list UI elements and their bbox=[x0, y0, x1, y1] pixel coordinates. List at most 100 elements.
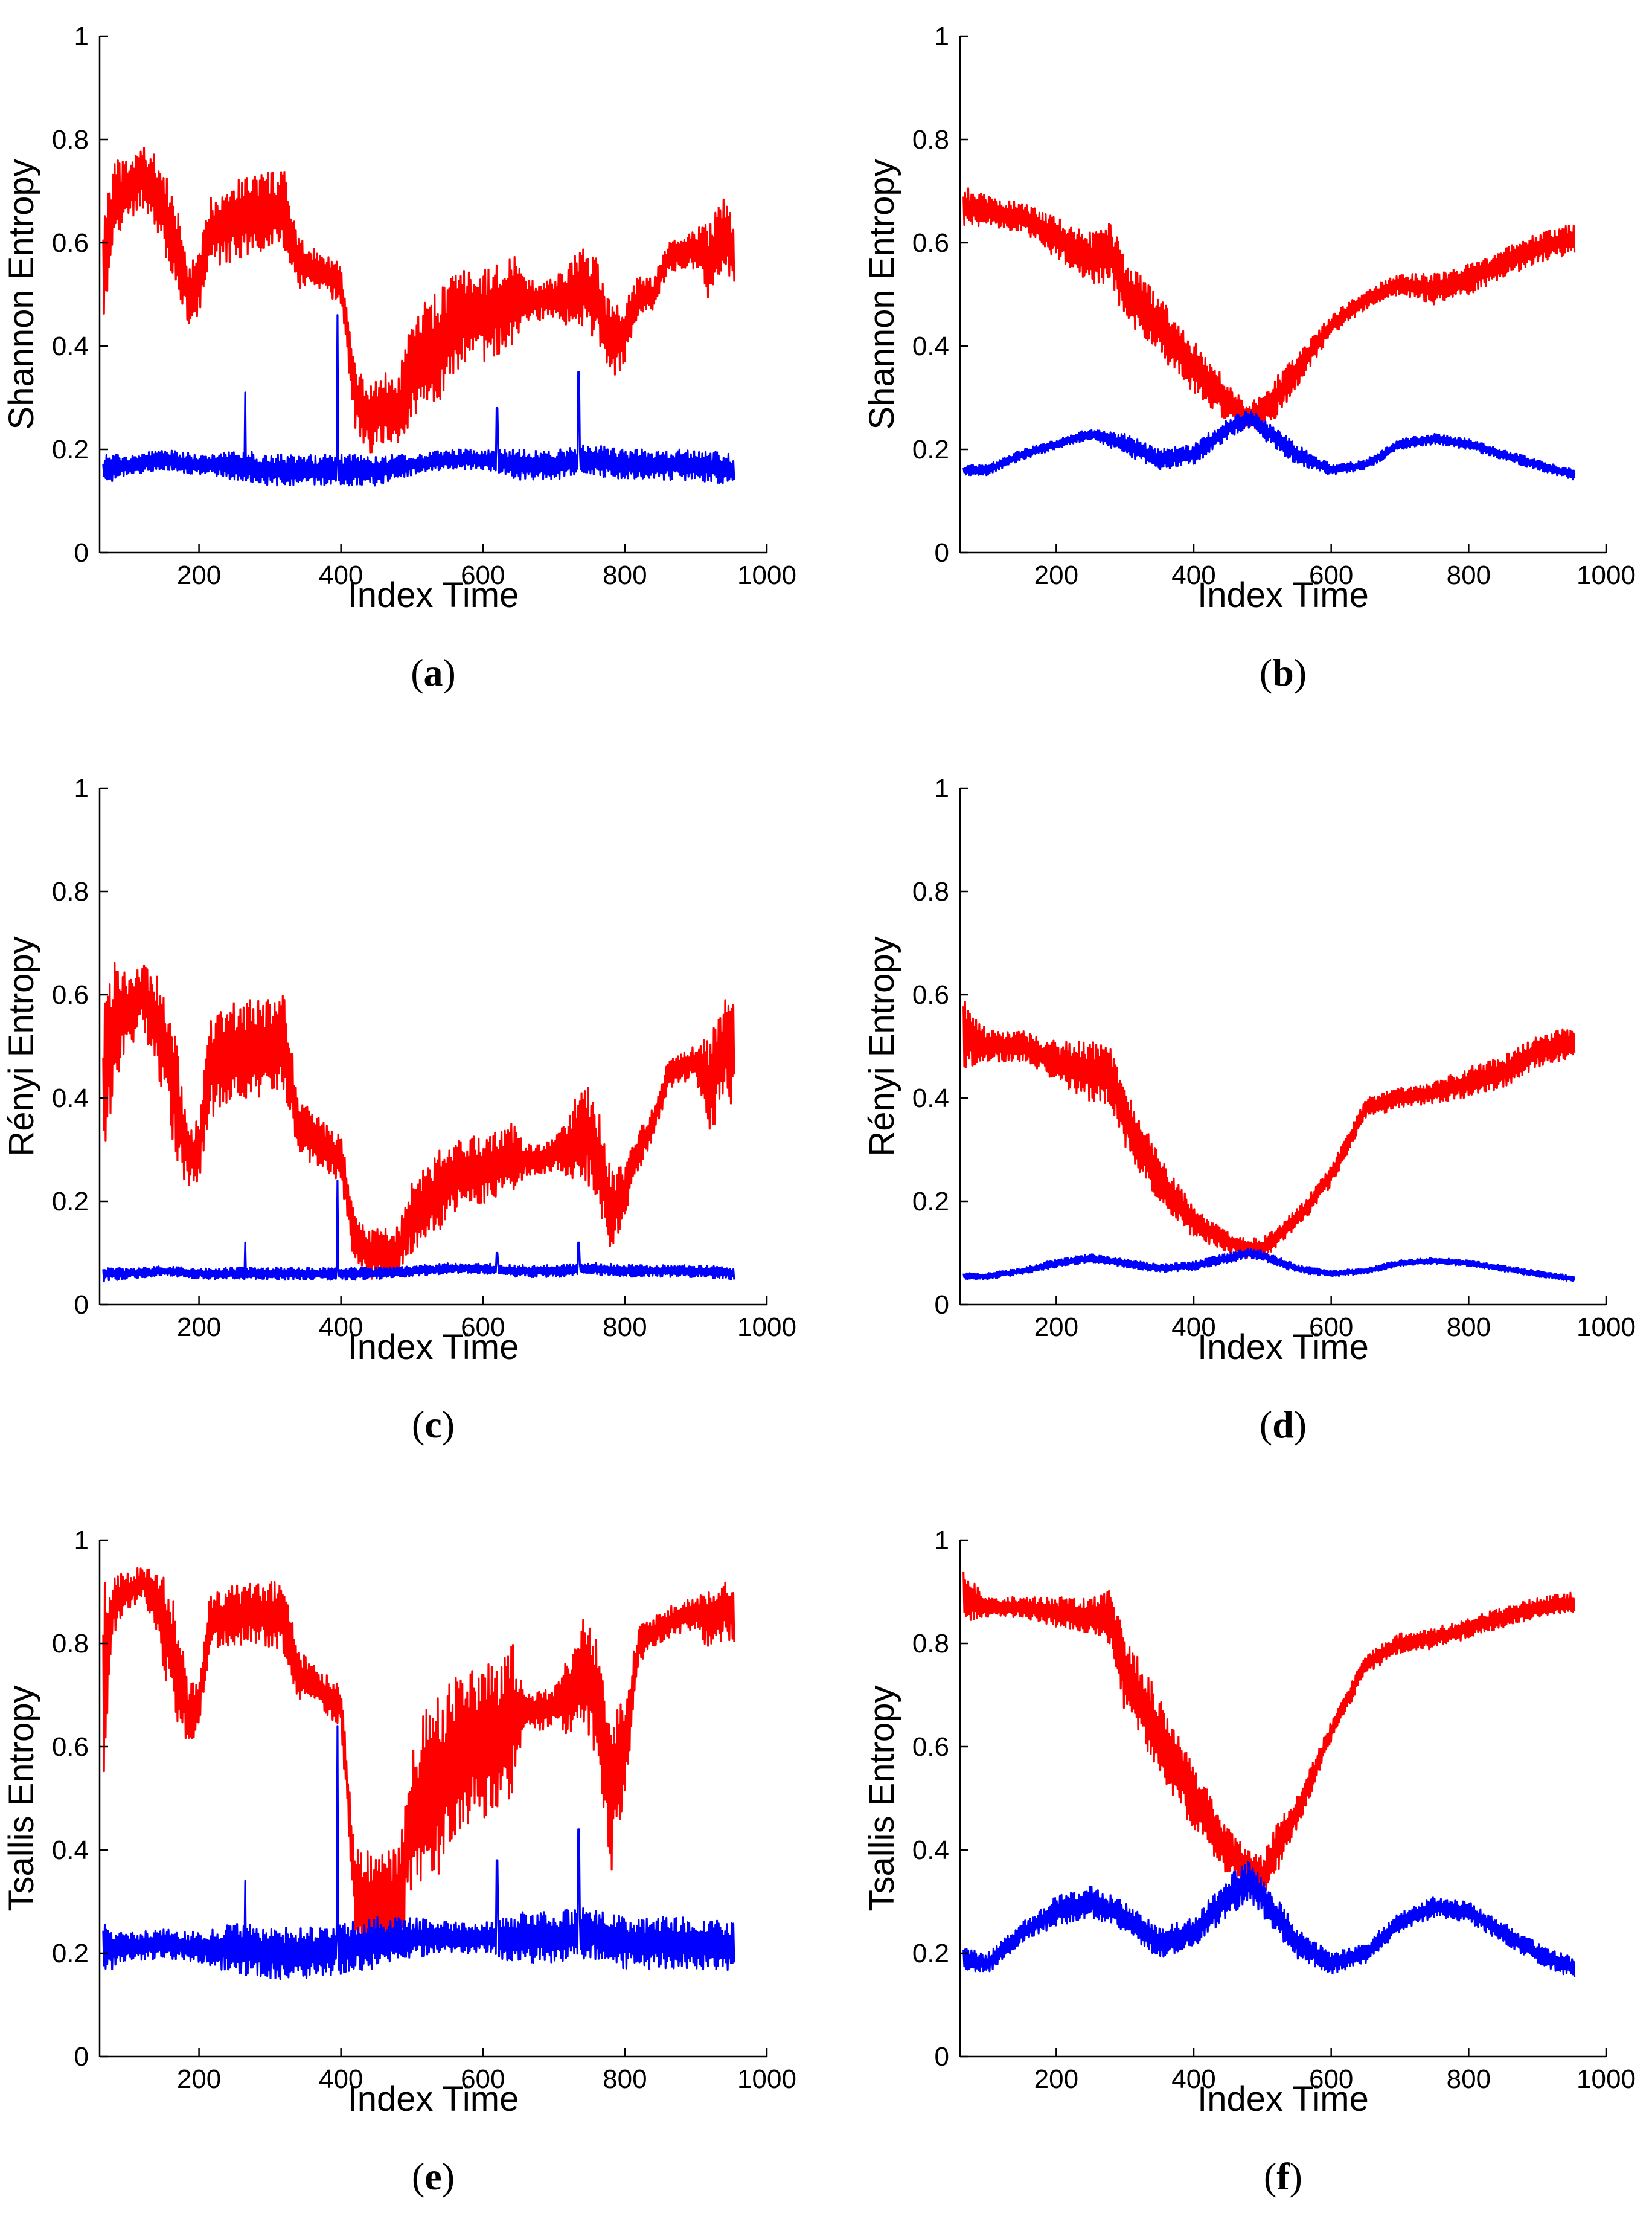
y-tick-label: 0.6 bbox=[52, 228, 89, 258]
x-tick-label: 400 bbox=[1171, 560, 1215, 590]
subplot-a: 200 400 600 800 1000 0 0.2 0.4 0.6 0.8 1 Index Time… bbox=[2, 22, 796, 694]
series-blue-line bbox=[102, 314, 735, 487]
x-tick-label: 1000 bbox=[737, 560, 796, 590]
x-tick-label: 800 bbox=[1447, 560, 1491, 590]
y-tick-label: 0 bbox=[74, 538, 89, 568]
x-tick-label: 200 bbox=[177, 1312, 221, 1342]
series-blue-line bbox=[102, 1180, 735, 1282]
y-axis-label: Rényi Entropy bbox=[2, 936, 41, 1156]
y-tick-label: 0.8 bbox=[912, 877, 949, 907]
caption-close-paren: ) bbox=[1290, 2155, 1302, 2198]
y-axis-label: Tsallis Entropy bbox=[2, 1686, 41, 1912]
x-tick-label: 1000 bbox=[737, 1312, 796, 1342]
y-tick-label: 0 bbox=[935, 2042, 949, 2072]
x-tick-label: 800 bbox=[1447, 1312, 1491, 1342]
x-tick-label: 600 bbox=[461, 1312, 505, 1342]
series-red-line bbox=[962, 187, 1576, 430]
y-axis-label: Tsallis Entropy bbox=[862, 1686, 901, 1912]
x-tick-label: 200 bbox=[1034, 2064, 1078, 2094]
y-axis-label: Rényi Entropy bbox=[862, 936, 901, 1156]
y-tick-label: 0.2 bbox=[52, 435, 89, 464]
subplot-caption: (a) bbox=[411, 651, 456, 694]
caption-letter: c bbox=[424, 1403, 441, 1446]
x-tick-label: 600 bbox=[1309, 1312, 1353, 1342]
y-tick-label: 0.4 bbox=[912, 1835, 949, 1865]
x-tick-label: 200 bbox=[1034, 560, 1078, 590]
caption-open-paren: ( bbox=[412, 2155, 424, 2198]
y-tick-label: 0.6 bbox=[912, 980, 949, 1010]
x-tick-label: 200 bbox=[177, 560, 221, 590]
x-axis-label: Index Time bbox=[348, 1328, 519, 1367]
caption-open-paren: ( bbox=[1260, 1403, 1272, 1446]
x-tick-label: 1000 bbox=[737, 2064, 796, 2094]
y-tick-label: 0.8 bbox=[912, 125, 949, 155]
x-tick-label: 400 bbox=[319, 560, 363, 590]
x-tick-label: 1000 bbox=[1577, 1312, 1636, 1342]
x-tick-label: 800 bbox=[603, 2064, 647, 2094]
subplot-caption: (e) bbox=[412, 2155, 455, 2198]
caption-open-paren: ( bbox=[412, 1403, 424, 1446]
caption-close-paren: ) bbox=[443, 651, 456, 694]
series-blue-line bbox=[962, 1248, 1576, 1282]
x-tick-label: 800 bbox=[603, 560, 647, 590]
y-tick-label: 0.2 bbox=[912, 1187, 949, 1216]
subplot-b: 200 400 600 800 1000 0 0.2 0.4 0.6 0.8 1 Index Time… bbox=[862, 22, 1636, 694]
y-tick-label: 0.2 bbox=[912, 1939, 949, 1968]
y-tick-label: 0.6 bbox=[912, 1732, 949, 1762]
caption-letter: d bbox=[1272, 1403, 1294, 1446]
y-tick-label: 1 bbox=[74, 774, 89, 803]
x-tick-label: 400 bbox=[1171, 1312, 1215, 1342]
caption-letter: b bbox=[1272, 651, 1294, 694]
subplot-caption: (b) bbox=[1260, 651, 1307, 694]
x-tick-label: 1000 bbox=[1577, 2064, 1636, 2094]
y-tick-label: 1 bbox=[935, 774, 949, 803]
x-tick-label: 1000 bbox=[1577, 560, 1636, 590]
series-red-line bbox=[102, 962, 735, 1280]
series-blue-line bbox=[102, 1725, 735, 1980]
subplot-d: 200 400 600 800 1000 0 0.2 0.4 0.6 0.8 1 Index Time… bbox=[862, 774, 1636, 1446]
subplot-c: 200 400 600 800 1000 0 0.2 0.4 0.6 0.8 1 Index Time… bbox=[2, 774, 796, 1446]
subplot-caption: (f) bbox=[1264, 2155, 1302, 2198]
y-tick-label: 0 bbox=[74, 1290, 89, 1320]
series-blue-line bbox=[962, 1861, 1576, 1977]
caption-open-paren: ( bbox=[1260, 651, 1272, 694]
y-tick-label: 0.8 bbox=[912, 1629, 949, 1658]
x-tick-label: 600 bbox=[461, 560, 505, 590]
x-tick-label: 600 bbox=[461, 2064, 505, 2094]
y-tick-label: 0.6 bbox=[52, 980, 89, 1010]
y-tick-label: 0 bbox=[935, 1290, 949, 1320]
y-tick-label: 0.8 bbox=[52, 125, 89, 155]
y-tick-label: 1 bbox=[935, 1526, 949, 1555]
x-tick-label: 400 bbox=[319, 2064, 363, 2094]
x-tick-label: 400 bbox=[1171, 2064, 1215, 2094]
x-tick-label: 600 bbox=[1309, 2064, 1353, 2094]
y-tick-label: 0.2 bbox=[52, 1187, 89, 1216]
caption-letter: a bbox=[424, 651, 443, 694]
y-tick-label: 0.4 bbox=[52, 332, 89, 361]
y-tick-label: 1 bbox=[74, 22, 89, 51]
caption-close-paren: ) bbox=[1294, 1403, 1307, 1446]
y-tick-label: 0.4 bbox=[912, 332, 949, 361]
y-tick-label: 1 bbox=[74, 1526, 89, 1555]
y-tick-label: 0.6 bbox=[52, 1732, 89, 1762]
y-axis-label: Shannon Entropy bbox=[862, 159, 901, 429]
caption-close-paren: ) bbox=[442, 1403, 455, 1446]
y-tick-label: 0.2 bbox=[912, 435, 949, 464]
y-tick-label: 0.4 bbox=[52, 1835, 89, 1865]
series-red-line bbox=[962, 1571, 1576, 1893]
x-tick-label: 200 bbox=[1034, 1312, 1078, 1342]
caption-close-paren: ) bbox=[1294, 651, 1307, 694]
y-axis-label: Shannon Entropy bbox=[2, 159, 41, 429]
caption-letter: f bbox=[1276, 2155, 1290, 2198]
y-tick-label: 0 bbox=[935, 538, 949, 568]
caption-letter: e bbox=[424, 2155, 441, 2198]
x-tick-label: 200 bbox=[177, 2064, 221, 2094]
y-tick-label: 0.4 bbox=[52, 1084, 89, 1113]
x-tick-label: 800 bbox=[603, 1312, 647, 1342]
subplot-caption: (c) bbox=[412, 1403, 455, 1446]
y-tick-label: 0.2 bbox=[52, 1939, 89, 1968]
series-blue-line bbox=[962, 410, 1576, 481]
subplot-e: 200 400 600 800 1000 0 0.2 0.4 0.6 0.8 1 Index Time… bbox=[2, 1526, 796, 2198]
series-red-line bbox=[962, 1001, 1576, 1259]
